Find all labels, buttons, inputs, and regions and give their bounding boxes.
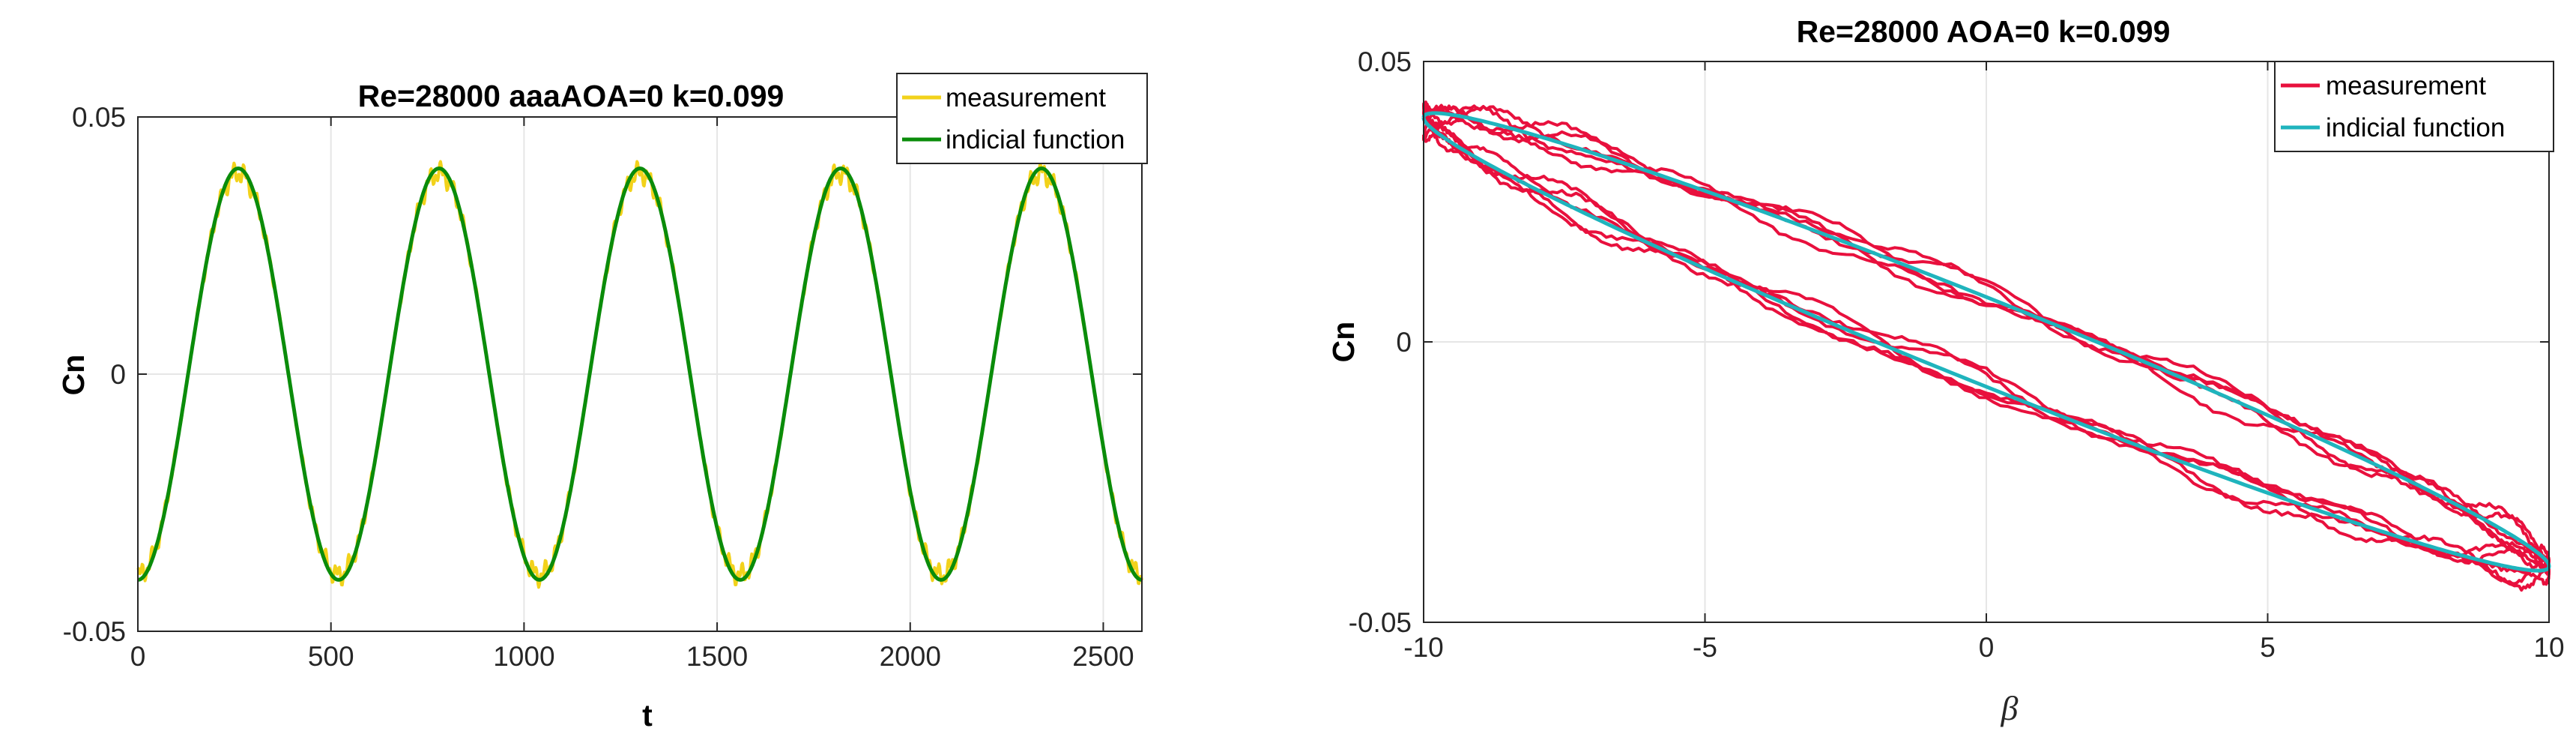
y-tick-label: -0.05 — [1349, 607, 1412, 638]
tick-labels: -10 -5 0 5 10 -0.05 0 0.05 — [1349, 46, 2565, 663]
x-tick-label: 2000 — [880, 641, 941, 672]
legend-label-indicial-function: indicial function — [946, 125, 1125, 154]
plot-frame — [1423, 61, 2550, 623]
chart-title: Re=28000 aaaAOA=0 k=0.099 — [358, 79, 784, 113]
x-tick-label: 2500 — [1072, 641, 1134, 672]
x-axis-label: β — [2001, 689, 2019, 727]
y-tick-label: 0.05 — [1358, 46, 1412, 77]
axes — [1423, 61, 2550, 623]
series-line-indicial-function — [136, 166, 1143, 582]
x-axis-label: t — [642, 698, 653, 733]
chart-hysteresis-loop: Re=28000 AOA=0 k=0.099 β Cn -10 -5 0 5 10 -0.… — [1326, 14, 2565, 727]
legend-box — [896, 73, 1148, 164]
plot-frame — [137, 116, 1143, 632]
y-tick-label: 0.05 — [72, 102, 126, 133]
x-tick-label: 500 — [308, 641, 354, 672]
plot-lines — [136, 160, 1143, 589]
legend: measurement indicial function — [2274, 61, 2554, 152]
legend-box — [2274, 61, 2554, 152]
chart-title: Re=28000 AOA=0 k=0.099 — [1797, 14, 2171, 49]
chart-time-history: Re=28000 aaaAOA=0 k=0.099 t Cn 0 500 1000 1… — [56, 73, 1148, 733]
x-tick-label: 0 — [130, 641, 146, 672]
legend-label-indicial-function: indicial function — [2326, 113, 2505, 142]
y-axis-label: Cn — [1326, 322, 1361, 363]
x-tick-label: 5 — [2260, 632, 2276, 663]
y-tick-label: -0.05 — [63, 616, 126, 647]
y-axis-label: Cn — [56, 355, 91, 396]
x-tick-label: 0 — [1979, 632, 1995, 663]
legend-label-measurement: measurement — [946, 83, 1106, 112]
y-tick-label: 0 — [1396, 327, 1412, 358]
y-tick-label: 0 — [110, 359, 126, 390]
x-tick-label: -5 — [1693, 632, 1717, 663]
x-tick-label: 1500 — [686, 641, 748, 672]
legend: measurement indicial function — [896, 73, 1148, 164]
legend-label-measurement: measurement — [2326, 71, 2486, 100]
x-tick-label: 1000 — [493, 641, 554, 672]
x-tick-label: -10 — [1403, 632, 1443, 663]
x-tick-label: 10 — [2533, 632, 2564, 663]
